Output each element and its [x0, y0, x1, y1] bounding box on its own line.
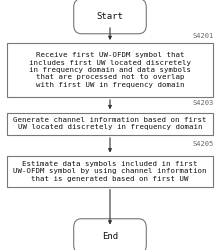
Bar [7, 112, 213, 135]
Text: End: End [102, 232, 118, 241]
FancyBboxPatch shape [74, 0, 146, 34]
Text: S4205: S4205 [192, 142, 213, 148]
Text: S4201: S4201 [192, 33, 213, 39]
Bar [7, 43, 213, 97]
Text: Receive first UW-OFDM symbol that
includes first UW located discretely
in freque: Receive first UW-OFDM symbol that includ… [29, 52, 191, 88]
Text: Generate channel information based on first
UW located discretely in frequency d: Generate channel information based on fi… [13, 117, 207, 130]
Text: Estimate data symbols included in first
UW-OFDM symbol by using channel informat: Estimate data symbols included in first … [13, 161, 207, 182]
Text: S4203: S4203 [192, 100, 213, 106]
FancyBboxPatch shape [74, 219, 146, 250]
Text: Start: Start [97, 12, 123, 21]
Bar [7, 156, 213, 187]
